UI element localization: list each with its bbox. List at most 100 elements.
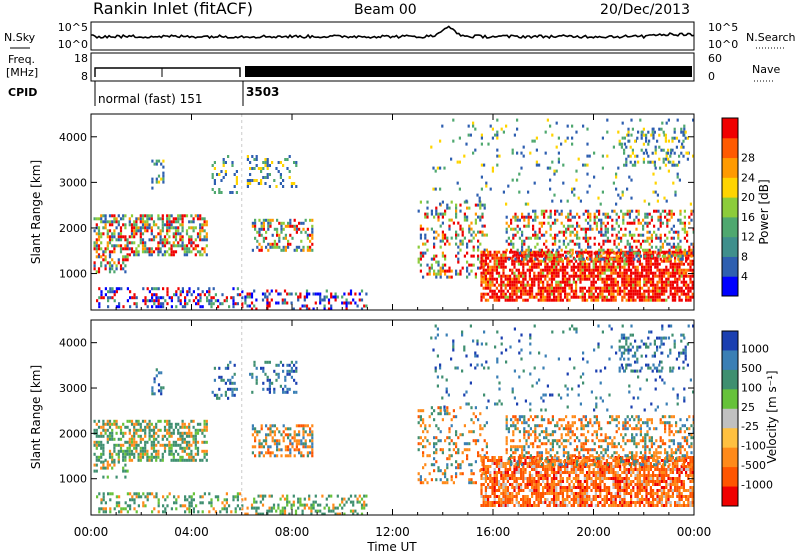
echo-cell	[444, 412, 447, 416]
echo-cell	[593, 242, 596, 246]
echo-cell	[437, 212, 440, 216]
echo-cell	[685, 295, 688, 299]
echo-cell	[258, 218, 261, 222]
echo-cell	[95, 255, 98, 259]
echo-cell	[667, 283, 670, 287]
echo-cell	[663, 274, 666, 278]
echo-cell	[533, 181, 536, 185]
echo-cell	[168, 247, 171, 251]
echo-cell	[184, 302, 187, 306]
echo-cell	[622, 218, 625, 222]
echo-cell	[160, 162, 163, 166]
echo-cell	[282, 387, 285, 391]
echo-cell	[152, 446, 156, 450]
echo-cell	[463, 212, 466, 216]
echo-cell	[155, 452, 158, 456]
echo-cell	[343, 292, 346, 296]
echo-cell	[577, 262, 580, 266]
echo-cell	[231, 161, 234, 164]
echo-cell	[588, 292, 591, 296]
echo-cell	[93, 452, 96, 456]
echo-cell	[504, 256, 507, 260]
echo-cell	[474, 406, 477, 410]
echo-cell	[551, 236, 554, 240]
echo-cell	[579, 199, 582, 203]
echo-cell	[493, 504, 496, 507]
echo-cell	[439, 239, 442, 243]
echo-cell	[141, 452, 145, 456]
echo-cell	[604, 233, 607, 237]
echo-cell	[531, 292, 534, 296]
echo-cell	[683, 127, 686, 131]
echo-cell	[155, 425, 158, 429]
echo-cell	[638, 289, 641, 293]
echo-cell	[554, 209, 557, 213]
echo-cell	[210, 504, 213, 508]
echo-cell	[638, 292, 641, 296]
echo-cell	[526, 465, 529, 468]
echo-cell	[106, 440, 109, 444]
echo-cell	[487, 477, 490, 480]
echo-cell	[109, 507, 112, 511]
echo-cell	[626, 187, 629, 191]
echo-cell	[634, 280, 637, 284]
echo-cell	[535, 160, 538, 164]
echo-cell	[284, 445, 287, 449]
echo-cell	[538, 230, 541, 234]
echo-cell	[605, 286, 608, 290]
echo-cell	[592, 262, 595, 266]
echo-cell	[236, 287, 239, 291]
echo-cell	[522, 477, 525, 480]
echo-cell	[533, 139, 536, 143]
echo-cell	[484, 465, 487, 468]
echo-cell	[192, 247, 195, 251]
echo-cell	[484, 498, 487, 501]
echo-cell	[493, 262, 496, 266]
echo-cell	[130, 232, 134, 236]
echo-cell	[564, 280, 567, 284]
echo-cell	[674, 277, 677, 281]
echo-cell	[676, 262, 679, 266]
echo-cell	[190, 419, 193, 423]
echo-cell	[119, 232, 123, 236]
echo-cell	[150, 214, 153, 218]
echo-cell	[484, 298, 487, 302]
echo-cell	[656, 292, 659, 296]
echo-cell	[583, 286, 586, 290]
echo-cell	[624, 257, 627, 261]
echo-cell	[511, 501, 514, 504]
echo-cell	[502, 483, 505, 486]
echo-cell	[444, 269, 447, 273]
echo-cell	[111, 267, 114, 271]
echo-cell	[561, 286, 564, 290]
echo-cell	[266, 176, 269, 179]
echo-cell	[135, 253, 138, 257]
echo-cell	[593, 236, 596, 240]
echo-cell	[502, 477, 505, 480]
echo-cell	[118, 510, 121, 514]
echo-cell	[480, 187, 483, 191]
echo-cell	[293, 218, 296, 222]
echo-cell	[575, 274, 578, 278]
echo-cell	[619, 253, 622, 257]
echo-cell	[196, 428, 200, 432]
echo-cell	[124, 247, 127, 251]
echo-cell	[516, 118, 519, 122]
echo-cell	[457, 272, 460, 276]
echo-cell	[593, 221, 596, 225]
echo-cell	[276, 439, 279, 443]
echo-cell	[617, 254, 620, 258]
echo-cell	[506, 477, 509, 480]
echo-cell	[311, 236, 314, 240]
echo-cell	[594, 289, 597, 293]
echo-cell	[148, 238, 151, 242]
echo-cell	[561, 253, 564, 257]
echo-cell	[587, 251, 590, 255]
echo-cell	[139, 455, 142, 459]
echo-cell	[474, 272, 477, 276]
echo-cell	[133, 492, 136, 496]
echo-cell	[276, 230, 279, 234]
echo-cell	[309, 430, 312, 434]
echo-cell	[455, 460, 458, 464]
echo-cell	[289, 433, 292, 437]
